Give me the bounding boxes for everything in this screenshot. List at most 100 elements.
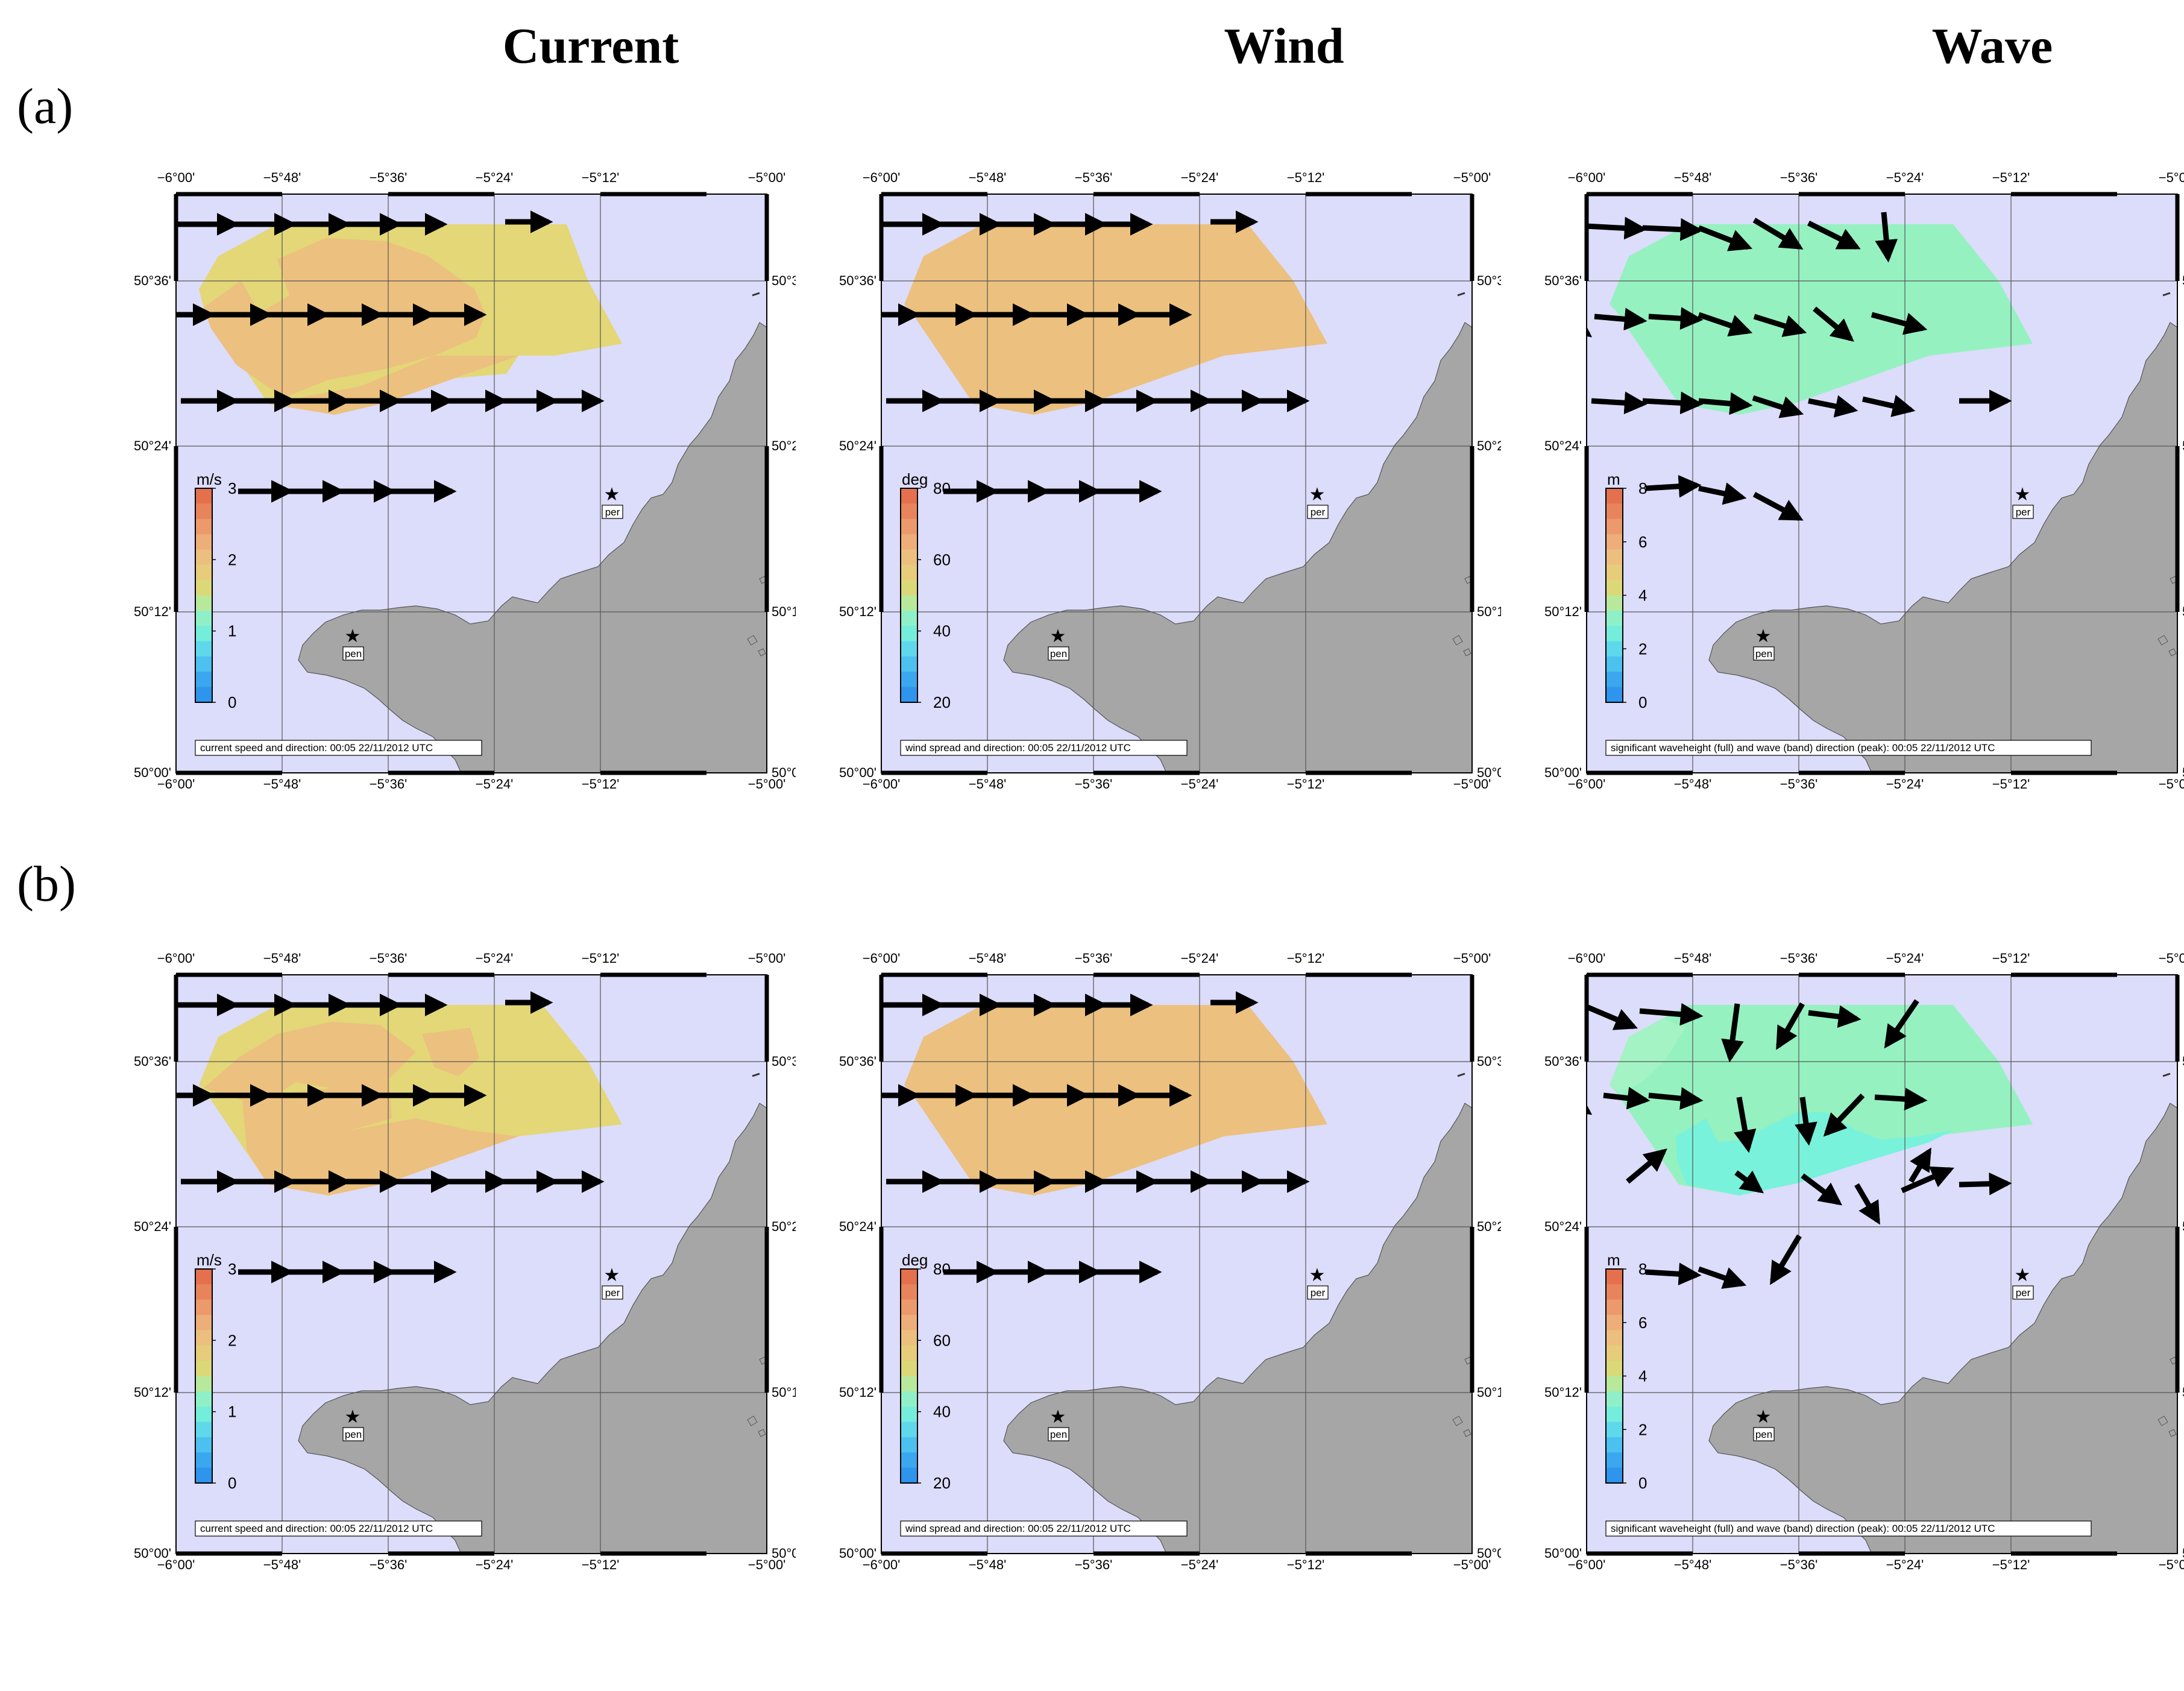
lat-tick-label: 50°36' xyxy=(1477,273,1501,288)
lat-tick-label: 50°12' xyxy=(839,604,876,619)
lon-tick-label: −5°48' xyxy=(263,170,301,185)
lat-tick-label: 50°12' xyxy=(1544,1385,1582,1400)
lon-tick-label: −5°24' xyxy=(1886,1557,1924,1572)
colorbar-unit: deg xyxy=(902,470,928,488)
colorbar-tick-label: 20 xyxy=(933,1474,951,1492)
lat-tick-label: 50°12' xyxy=(2182,604,2184,619)
lon-tick-label: −5°12' xyxy=(582,170,620,185)
lon-tick-label: −5°24' xyxy=(1181,951,1219,966)
station-label: pen xyxy=(1050,1429,1067,1440)
lat-tick-label: 50°36' xyxy=(1544,273,1582,288)
lon-tick-label: −5°12' xyxy=(582,1557,620,1572)
lon-tick-label: −5°00' xyxy=(748,951,786,966)
station-label: pen xyxy=(1755,648,1772,660)
direction-arrow xyxy=(1645,474,1702,498)
direction-arrow xyxy=(1642,218,1704,241)
station-star-icon: ★ xyxy=(604,484,620,505)
column-title-wave: Wave xyxy=(1931,18,2053,74)
lon-tick-label: −5°24' xyxy=(1181,170,1219,185)
direction-arrow xyxy=(1959,1172,2012,1195)
lon-tick-label: −5°12' xyxy=(1992,776,2030,792)
lon-tick-label: −5°12' xyxy=(1287,1557,1325,1572)
lat-tick-label: 50°00' xyxy=(1477,765,1501,780)
lat-tick-label: 50°24' xyxy=(134,1219,171,1234)
lon-tick-label: −5°24' xyxy=(1181,776,1219,792)
lon-tick-label: −5°36' xyxy=(1075,951,1113,966)
lon-tick-label: −5°00' xyxy=(1453,170,1491,185)
map-panel-wind-b: −6°00' −6°00' −5°48' −5°48' −5°36' −5°36' −5°2… xyxy=(838,937,1501,1691)
lat-tick-label: 50°36' xyxy=(772,1054,796,1069)
lon-tick-label: −5°48' xyxy=(263,776,301,792)
lon-tick-label: −6°00' xyxy=(1568,1557,1606,1572)
column-title-current: Current xyxy=(502,18,679,74)
colorbar-tick-label: 60 xyxy=(933,550,951,568)
lon-tick-label: −6°00' xyxy=(157,951,195,966)
lat-tick-label: 50°36' xyxy=(134,273,171,288)
lon-tick-label: −5°48' xyxy=(263,1557,301,1572)
station-star-icon: ★ xyxy=(2015,484,2031,505)
lon-tick-label: −5°00' xyxy=(1453,1557,1491,1572)
direction-arrow xyxy=(1808,1005,1861,1028)
lon-tick-label: −5°36' xyxy=(370,170,408,185)
lat-tick-label: 50°24' xyxy=(134,438,171,453)
lon-tick-label: −6°00' xyxy=(157,776,195,792)
colorbar-tick-label: 2 xyxy=(228,550,236,568)
lat-tick-label: 50°00' xyxy=(134,1546,171,1561)
lat-tick-label: 50°00' xyxy=(1544,1546,1582,1561)
lon-tick-label: −5°24' xyxy=(476,776,514,792)
lon-tick-label: −5°24' xyxy=(1886,170,1924,185)
direction-arrow xyxy=(1734,1097,1757,1153)
row-label-b: (b) xyxy=(17,856,76,912)
lon-tick-label: −6°00' xyxy=(157,170,195,185)
lon-tick-label: −5°00' xyxy=(748,170,786,185)
lat-tick-label: 50°36' xyxy=(1544,1054,1582,1069)
colorbar-unit: m/s xyxy=(197,1251,222,1269)
lon-tick-label: −5°12' xyxy=(1287,951,1325,966)
direction-arrow xyxy=(1854,1183,1880,1225)
lat-tick-label: 50°36' xyxy=(839,1054,876,1069)
lon-tick-label: −5°24' xyxy=(1886,776,1924,792)
map-svg: −6°00' −6°00' −5°48' −5°48' −5°36' −5°36' −5°2… xyxy=(1544,951,2184,1572)
lon-tick-label: −5°48' xyxy=(969,170,1007,185)
lon-tick-label: −6°00' xyxy=(1568,951,1606,966)
colorbar xyxy=(900,1268,918,1484)
lon-tick-label: −5°36' xyxy=(1780,170,1818,185)
lon-tick-label: −5°48' xyxy=(969,776,1007,792)
direction-arrow xyxy=(1698,482,1747,505)
colorbar-tick-label: 0 xyxy=(1638,693,1647,711)
lat-tick-label: 50°12' xyxy=(1544,604,1582,619)
colorbar-tick-label: 20 xyxy=(933,693,951,711)
lon-tick-label: −5°36' xyxy=(1075,776,1113,792)
direction-arrow xyxy=(1795,1097,1817,1146)
lon-tick-label: −5°48' xyxy=(969,951,1007,966)
lon-tick-label: −5°48' xyxy=(263,951,301,966)
lon-tick-label: −5°12' xyxy=(582,951,620,966)
direction-arrow xyxy=(1734,1170,1764,1194)
lat-tick-label: 50°00' xyxy=(772,1546,796,1561)
direction-arrow xyxy=(1752,218,1804,250)
column-title-wind: Wind xyxy=(1224,18,1344,74)
station-label: pen xyxy=(1755,1429,1772,1440)
lon-tick-label: −5°36' xyxy=(370,776,408,792)
colorbar-tick-label: 80 xyxy=(933,479,951,497)
direction-arrow xyxy=(1808,395,1858,418)
station-label: pen xyxy=(345,1429,362,1440)
colorbar-unit: m/s xyxy=(197,470,222,488)
direction-arrow xyxy=(1776,1002,1805,1050)
direction-arrow xyxy=(1587,314,1593,338)
lat-tick-label: 50°00' xyxy=(1544,765,1582,780)
lat-tick-label: 50°12' xyxy=(772,1385,796,1400)
coverage-region xyxy=(428,224,622,356)
lat-tick-label: 50°24' xyxy=(772,438,796,453)
station-label: per xyxy=(2016,506,2031,518)
lat-tick-label: 50°12' xyxy=(2182,1385,2184,1400)
lon-tick-label: −5°24' xyxy=(476,1557,514,1572)
panel-caption: current speed and direction: 00:05 22/11… xyxy=(200,1523,433,1534)
station-label: per xyxy=(1311,506,1326,518)
lat-tick-label: 50°36' xyxy=(839,273,876,288)
coverage-region xyxy=(904,1005,1327,1195)
map-panel-wave-b: −6°00' −6°00' −5°48' −5°48' −5°36' −5°36' −5°2… xyxy=(1543,937,2184,1691)
lon-tick-label: −5°48' xyxy=(1674,776,1712,792)
lon-tick-label: −5°36' xyxy=(1075,170,1113,185)
coverage-region xyxy=(904,224,1327,415)
